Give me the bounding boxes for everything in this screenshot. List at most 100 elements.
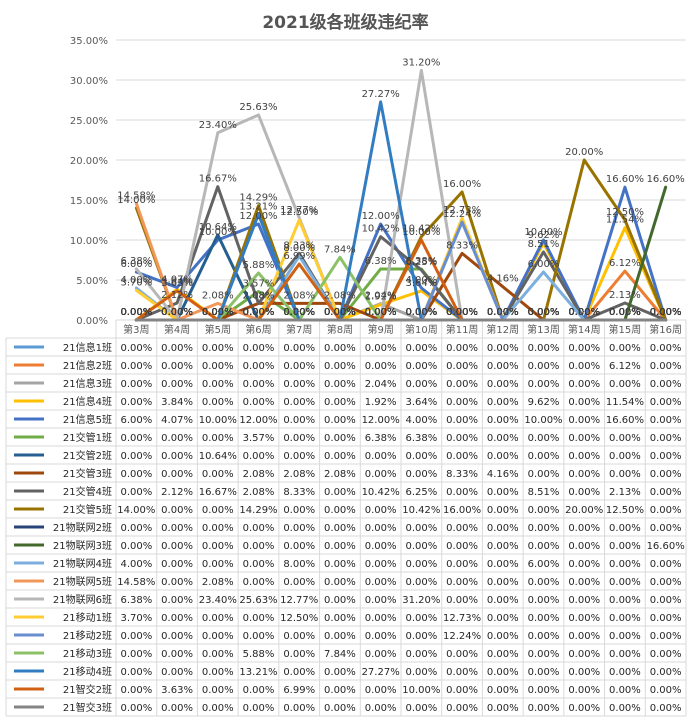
data-label: 0.00% [528,307,560,318]
data-label: 0.00% [609,307,641,318]
data-label: 0.00% [120,307,152,318]
data-label: 4.07% [161,274,193,285]
table-cell: 10.42% [402,505,440,516]
table-cell: 0.00% [528,631,560,642]
table-cell: 0.00% [324,595,356,606]
table-cell: 0.00% [405,451,437,462]
table-cell: 0.00% [365,685,397,696]
data-label: 0.00% [405,307,437,318]
table-row-name: 21物联网3班 [53,539,112,552]
x-tick-label: 第9周 [367,323,393,336]
data-label: 12.73% [443,205,481,216]
data-label: 0.00% [405,307,437,318]
data-label: 0.00% [324,307,356,318]
table-cell: 0.00% [568,577,600,588]
x-tick-label: 第12周 [486,323,519,336]
data-label: 0.00% [487,307,519,318]
data-label: 0.00% [243,307,275,318]
table-cell: 0.00% [405,361,437,372]
table-cell: 0.00% [528,523,560,534]
data-label: 0.00% [528,307,560,318]
table-cell: 0.00% [609,343,641,354]
table-cell: 12.00% [239,415,277,426]
table-cell: 0.00% [650,595,682,606]
table-row-name: 21信息5班 [63,413,112,426]
table-cell: 0.00% [161,451,193,462]
data-label: 2.04% [365,291,397,302]
table-cell: 0.00% [283,379,315,390]
data-label: 14.00% [117,195,155,206]
data-label: 12.00% [362,211,400,222]
table-row-name: 21移动1班 [63,611,112,624]
data-label: 0.00% [161,307,193,318]
data-label: 0.00% [609,307,641,318]
data-label: 10.42% [362,224,400,235]
table-cell: 4.16% [487,469,519,480]
data-label: 0.00% [283,307,315,318]
table-row-name: 21信息2班 [63,359,112,372]
data-label: 0.00% [568,307,600,318]
table-cell: 0.00% [568,361,600,372]
table-cell: 0.00% [568,523,600,534]
table-cell: 0.00% [120,361,152,372]
data-label: 0.00% [324,307,356,318]
table-cell: 0.00% [650,361,682,372]
data-label: 0.00% [609,307,641,318]
data-label: 14.29% [239,193,277,204]
table-cell: 0.00% [650,415,682,426]
table-cell: 0.00% [528,433,560,444]
data-label: 0.00% [365,307,397,318]
table-cell: 0.00% [161,595,193,606]
table-cell: 0.00% [324,523,356,534]
table-cell: 0.00% [283,667,315,678]
table-cell: 0.00% [568,613,600,624]
table-cell: 0.00% [446,397,478,408]
data-label: 0.00% [487,307,519,318]
data-label: 0.00% [609,307,641,318]
table-cell: 25.63% [239,595,277,606]
table-cell: 3.84% [161,397,193,408]
table-cell: 0.00% [609,631,641,642]
data-label: 0.00% [568,307,600,318]
data-label: 3.64% [405,278,437,289]
table-cell: 0.00% [120,667,152,678]
data-label: 2.08% [243,290,275,301]
data-label: 0.00% [650,307,682,318]
table-cell: 0.00% [650,577,682,588]
table-cell: 0.00% [161,667,193,678]
data-label: 0.00% [528,307,560,318]
y-tick-label: 5.00% [76,276,108,287]
table-cell: 0.00% [487,649,519,660]
data-label: 3.63% [161,278,193,289]
data-label: 27.27% [362,89,400,100]
table-cell: 0.00% [324,631,356,642]
table-cell: 2.08% [324,469,356,480]
table-cell: 0.00% [120,487,152,498]
table-cell: 0.00% [202,685,234,696]
table-cell: 0.00% [120,685,152,696]
data-label: 0.00% [405,307,437,318]
data-label: 0.00% [568,307,600,318]
data-label: 0.00% [446,307,478,318]
data-label: 0.00% [365,307,397,318]
data-label: 0.00% [120,307,152,318]
data-label: 11.54% [606,215,644,226]
table-cell: 0.00% [202,541,234,552]
table-cell: 0.00% [568,559,600,570]
table-cell: 0.00% [120,379,152,390]
data-label: 0.00% [568,307,600,318]
data-label: 1.92% [365,292,397,303]
table-cell: 0.00% [243,523,275,534]
table-cell: 0.00% [650,397,682,408]
data-label: 0.00% [568,307,600,318]
table-cell: 6.25% [405,487,437,498]
table-row-name: 21交管2班 [63,449,112,462]
table-cell: 0.00% [609,703,641,714]
table-cell: 0.00% [568,685,600,696]
table-cell: 0.00% [568,397,600,408]
table-cell: 0.00% [487,433,519,444]
data-label: 0.00% [609,307,641,318]
data-label: 0.00% [528,307,560,318]
data-label: 0.00% [202,307,234,318]
